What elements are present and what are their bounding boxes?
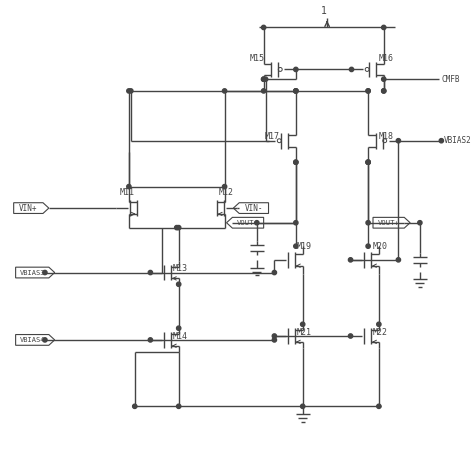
Circle shape: [366, 160, 370, 164]
Circle shape: [148, 270, 153, 275]
Circle shape: [418, 221, 422, 225]
Text: M18: M18: [379, 132, 394, 142]
Text: M22: M22: [373, 327, 388, 337]
Circle shape: [349, 67, 354, 71]
Circle shape: [294, 221, 298, 225]
Circle shape: [366, 221, 370, 225]
Circle shape: [294, 89, 298, 93]
Circle shape: [294, 160, 298, 164]
Text: M21: M21: [297, 327, 312, 337]
Circle shape: [366, 89, 370, 93]
Circle shape: [382, 89, 386, 93]
Circle shape: [174, 225, 179, 230]
Circle shape: [272, 334, 276, 338]
Circle shape: [43, 338, 47, 342]
Circle shape: [348, 334, 353, 338]
Circle shape: [301, 322, 305, 327]
Circle shape: [222, 185, 227, 189]
Circle shape: [301, 404, 305, 409]
Text: M16: M16: [379, 54, 394, 63]
Circle shape: [294, 67, 298, 71]
Circle shape: [262, 77, 266, 82]
Circle shape: [264, 77, 268, 82]
Text: VIN+: VIN+: [19, 204, 37, 213]
Text: M17: M17: [264, 132, 280, 142]
Circle shape: [366, 160, 370, 164]
Circle shape: [129, 89, 133, 93]
Circle shape: [262, 25, 266, 30]
Circle shape: [366, 89, 370, 93]
Circle shape: [148, 338, 153, 342]
Circle shape: [294, 89, 298, 93]
Circle shape: [272, 338, 276, 342]
Text: M14: M14: [173, 332, 188, 340]
Circle shape: [222, 89, 227, 93]
Text: M12: M12: [219, 188, 234, 197]
Circle shape: [262, 77, 266, 82]
Text: M13: M13: [173, 264, 188, 273]
Text: VOUT+: VOUT+: [378, 220, 400, 226]
Text: M11: M11: [119, 188, 134, 197]
Text: VBIAS4: VBIAS4: [19, 337, 45, 343]
Circle shape: [377, 404, 381, 409]
Circle shape: [43, 270, 47, 275]
Circle shape: [366, 160, 370, 164]
Circle shape: [176, 282, 181, 286]
Circle shape: [176, 326, 181, 330]
Text: CMFB: CMFB: [441, 75, 460, 84]
Text: VBIAS2: VBIAS2: [443, 136, 471, 145]
Circle shape: [127, 89, 131, 93]
Circle shape: [294, 160, 298, 164]
Text: M15: M15: [250, 54, 265, 63]
Circle shape: [348, 258, 353, 262]
Text: VBIAS3: VBIAS3: [19, 270, 45, 276]
Circle shape: [377, 322, 381, 327]
Circle shape: [366, 244, 370, 248]
Circle shape: [396, 139, 401, 143]
Circle shape: [294, 244, 298, 248]
Circle shape: [382, 25, 386, 30]
Text: VIN-: VIN-: [245, 204, 263, 213]
Circle shape: [127, 185, 131, 189]
Text: VOUT-: VOUT-: [237, 220, 259, 226]
Text: M19: M19: [297, 242, 312, 251]
Circle shape: [255, 221, 259, 225]
Text: M20: M20: [373, 242, 388, 251]
Circle shape: [176, 404, 181, 409]
Circle shape: [262, 89, 266, 93]
Circle shape: [439, 139, 444, 143]
Circle shape: [133, 404, 137, 409]
Circle shape: [382, 77, 386, 82]
Circle shape: [382, 89, 386, 93]
Circle shape: [272, 270, 276, 275]
Circle shape: [176, 225, 181, 230]
Circle shape: [294, 89, 298, 93]
Circle shape: [396, 258, 401, 262]
Text: 1: 1: [321, 6, 327, 16]
